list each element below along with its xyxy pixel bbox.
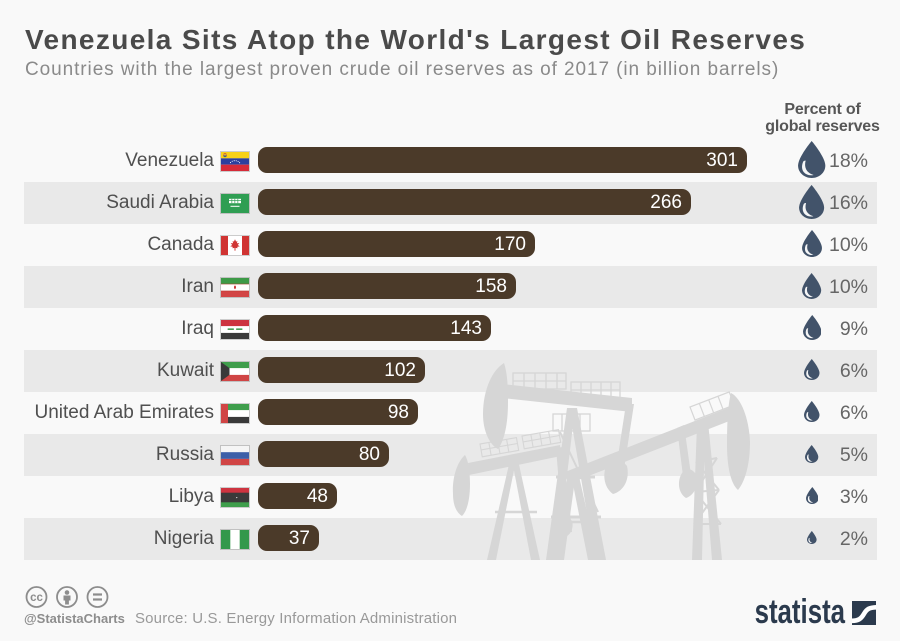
svg-text:cc: cc [30,592,43,604]
